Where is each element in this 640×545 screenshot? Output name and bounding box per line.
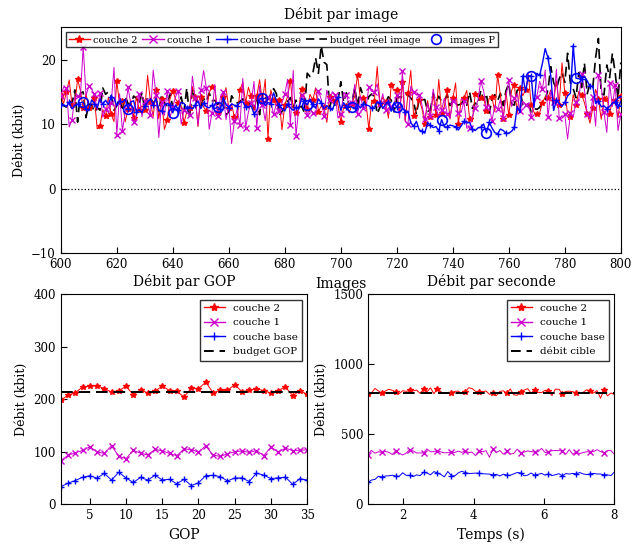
Y-axis label: Débit (kbit): Débit (kbit) bbox=[15, 362, 28, 436]
Title: Débit par seconde: Débit par seconde bbox=[427, 274, 556, 289]
Title: Débit par image: Débit par image bbox=[284, 7, 398, 22]
Y-axis label: Débit (kbit): Débit (kbit) bbox=[315, 362, 328, 436]
X-axis label: GOP: GOP bbox=[168, 528, 200, 542]
Legend: couche 2, couche 1, couche base, budget GOP: couche 2, couche 1, couche base, budget … bbox=[200, 300, 302, 361]
X-axis label: Images: Images bbox=[315, 277, 367, 291]
X-axis label: Temps (s): Temps (s) bbox=[457, 528, 525, 542]
Title: Débit par GOP: Débit par GOP bbox=[132, 274, 236, 289]
Legend: couche 2, couche 1, couche base, débit cible: couche 2, couche 1, couche base, débit c… bbox=[507, 300, 609, 361]
Y-axis label: Débit (kbit): Débit (kbit) bbox=[13, 104, 26, 177]
Legend: couche 2, couche 1, couche base, budget réel image, images P: couche 2, couche 1, couche base, budget … bbox=[66, 32, 498, 47]
